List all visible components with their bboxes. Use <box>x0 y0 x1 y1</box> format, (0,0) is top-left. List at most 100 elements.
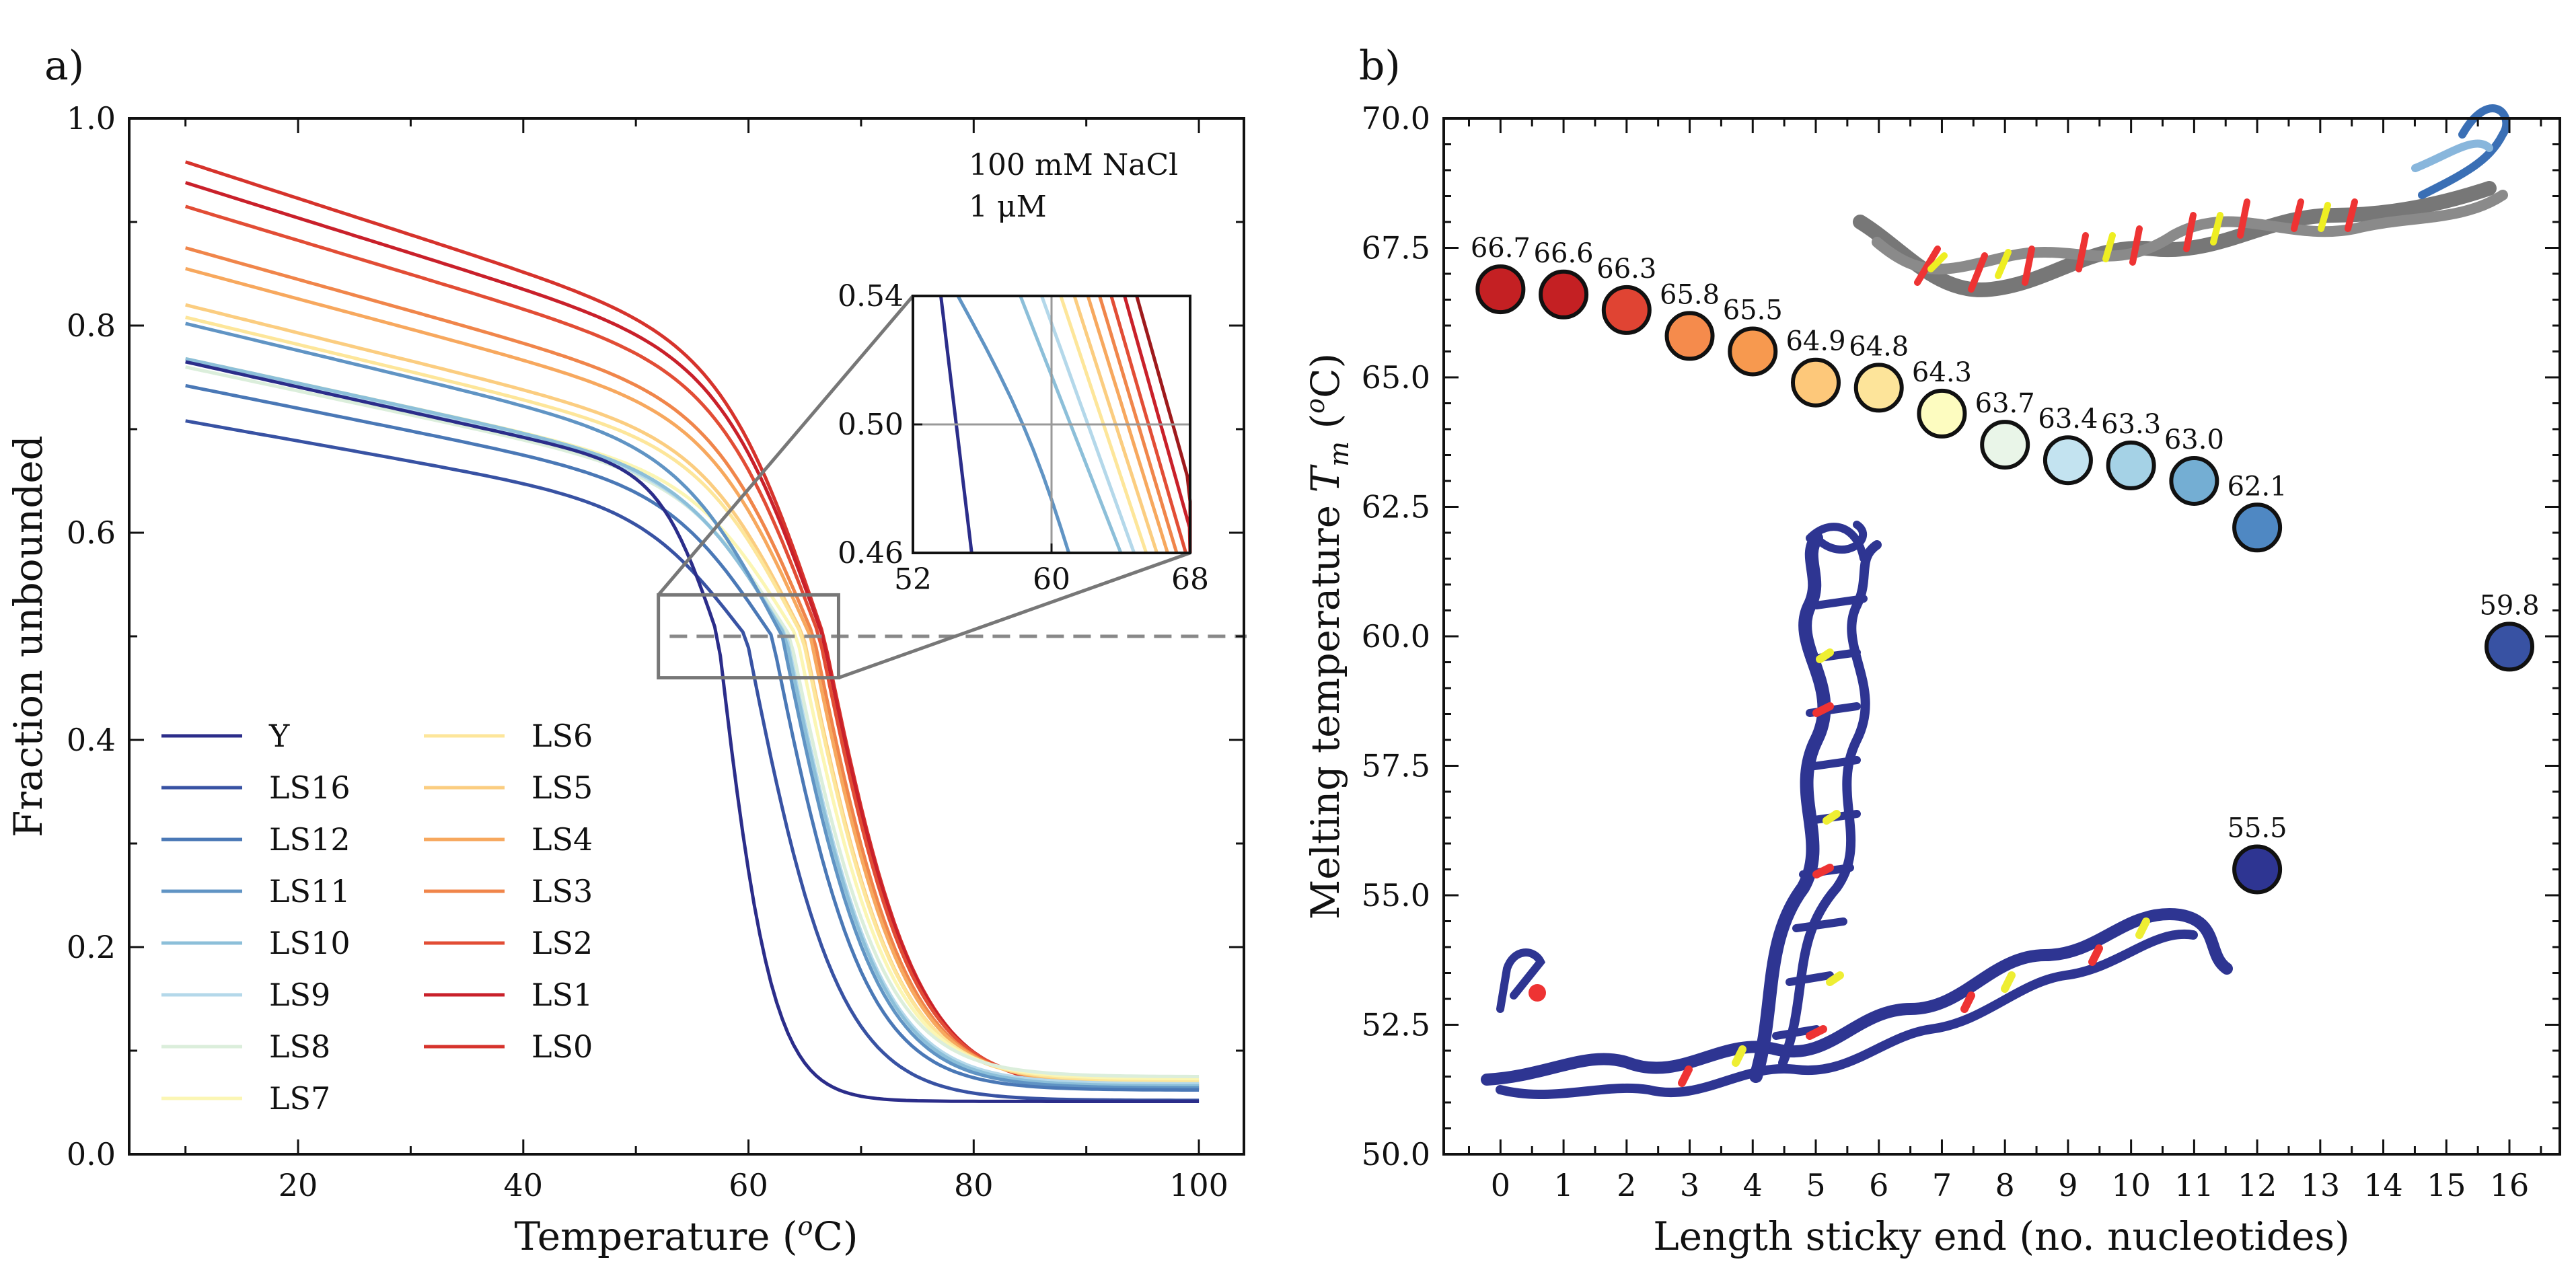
b-xtick-label: 5 <box>1806 1167 1825 1203</box>
data-label: 65.8 <box>1660 279 1720 310</box>
legend-label-ls6: LS6 <box>531 718 593 754</box>
inset-xtick-label: 60 <box>1033 562 1070 597</box>
data-label: 63.7 <box>1975 388 2035 419</box>
data-label: 63.4 <box>2038 404 2098 435</box>
data-point <box>2485 622 2535 672</box>
b-xtick-label: 0 <box>1491 1167 1510 1203</box>
data-point <box>1853 363 1904 413</box>
chart-b-xlabel: Length sticky end (no. nucleotides) <box>1653 1213 2350 1259</box>
b-ytick-label: 55.0 <box>1362 877 1430 913</box>
b-xtick-label: 3 <box>1680 1167 1699 1203</box>
data-label: 64.3 <box>1912 357 1972 388</box>
dna-structure-bottom <box>1481 521 2233 1100</box>
legend-label-ls1: LS1 <box>531 977 593 1013</box>
b-xtick-label: 13 <box>2301 1167 2341 1203</box>
inset: 52 60 68 0.54 0.50 0.46 <box>838 279 1209 597</box>
b-ytick-label: 50.0 <box>1362 1136 1430 1172</box>
b-ytick-label: 60.0 <box>1362 618 1430 654</box>
legend-label-ls9: LS9 <box>269 977 330 1013</box>
legend-label-ls10: LS10 <box>269 925 351 961</box>
legend-label-y: Y <box>268 718 290 754</box>
b-ytick-label: 62.5 <box>1362 489 1430 525</box>
chart-a: 20 40 60 80 100 0.0 0.2 0.4 0.6 0.8 1.0 Temperatur… <box>5 100 1247 1259</box>
data-point <box>1980 420 2030 470</box>
data-label: 65.5 <box>1723 295 1783 326</box>
inset-ytick-label: 0.46 <box>838 536 904 570</box>
legend-label-ls4: LS4 <box>531 821 593 858</box>
series-line-ls16 <box>185 419 1200 1102</box>
chart-a-series-group <box>184 160 1200 1103</box>
data-point <box>1601 285 1652 335</box>
b-xtick-label: 11 <box>2174 1167 2214 1203</box>
b-ytick-label: 67.5 <box>1362 230 1430 266</box>
legend-label-ls5: LS5 <box>531 770 593 806</box>
legend-label-ls11: LS11 <box>269 873 351 909</box>
data-label: 63.0 <box>2164 424 2224 455</box>
b-xtick-label: 14 <box>2363 1167 2403 1203</box>
data-point <box>2232 502 2283 553</box>
b-xtick-label: 4 <box>1743 1167 1763 1203</box>
a-ytick-label: 0.0 <box>67 1136 116 1172</box>
legend-label-ls12: LS12 <box>269 821 351 858</box>
data-point <box>1917 388 1967 439</box>
legend-label-ls8: LS8 <box>269 1028 330 1065</box>
data-label: 63.3 <box>2101 409 2161 440</box>
a-ytick-label: 0.6 <box>67 515 116 551</box>
data-label: 64.9 <box>1786 326 1845 357</box>
chart-a-xlabel: Temperature (oC) <box>515 1211 858 1259</box>
a-xtick-label: 20 <box>279 1167 318 1203</box>
zoom-region-box <box>657 593 840 680</box>
a-xtick-label: 100 <box>1169 1167 1228 1203</box>
b-xtick-label: 16 <box>2490 1167 2530 1203</box>
data-label: 64.8 <box>1849 331 1909 362</box>
b-xtick-label: 1 <box>1553 1167 1573 1203</box>
panel-a-label: a) <box>44 42 84 89</box>
legend-label-ls2: LS2 <box>531 925 593 961</box>
b-ytick-label: 65.0 <box>1362 359 1430 396</box>
data-point <box>2232 844 2283 895</box>
series-line-ls12 <box>185 383 1200 1092</box>
inset-ytick-label: 0.54 <box>838 279 904 313</box>
b-ytick-label: 52.5 <box>1362 1007 1430 1043</box>
b-xtick-label: 7 <box>1932 1167 1952 1203</box>
annotation-concentration: 1 μM <box>969 190 1047 224</box>
data-label: 55.5 <box>2228 813 2287 844</box>
legend-label-ls7: LS7 <box>269 1080 330 1117</box>
legend-label-ls0: LS0 <box>531 1028 593 1065</box>
b-xtick-label: 9 <box>2058 1167 2077 1203</box>
chart-b-ticks: 0 1 2 3 4 5 6 7 8 9 10 11 12 13 14 15 1650.052.555.057.5… <box>1362 100 2560 1203</box>
zoom-connector-bottom <box>838 551 1191 679</box>
b-xtick-label: 15 <box>2427 1167 2466 1203</box>
chart-a-legend: Y LS16 LS12 LS11 LS10 LS9 LS8 LS7 LS6 LS5 LS4 LS3 LS… <box>161 718 593 1117</box>
chart-a-ticks: 20 40 60 80 100 0.0 0.2 0.4 0.6 0.8 1.0 <box>67 100 1244 1203</box>
a-xtick-label: 60 <box>729 1167 768 1203</box>
data-point <box>2106 440 2156 490</box>
data-label: 66.3 <box>1596 254 1656 285</box>
b-xtick-label: 12 <box>2238 1167 2277 1203</box>
data-label: 59.8 <box>2479 590 2539 621</box>
a-xtick-label: 40 <box>504 1167 544 1203</box>
series-line-ls11 <box>185 322 1200 1090</box>
data-point <box>1475 264 1526 315</box>
chart-b: 66.7 66.666.365.865.564.9 64.864.363.763.4… <box>1300 100 2561 1259</box>
a-ytick-label: 0.2 <box>67 929 116 965</box>
chart-b-points: 66.7 66.666.365.865.564.9 64.864.363.763.4… <box>1471 233 2540 895</box>
data-point <box>1664 311 1715 361</box>
annotation: 100 mM NaCl 1 μM <box>969 148 1178 224</box>
a-ytick-label: 1.0 <box>67 100 116 137</box>
dna-structure-top <box>1853 104 2511 297</box>
a-ytick-label: 0.8 <box>67 307 116 344</box>
b-xtick-label: 8 <box>1995 1167 2015 1203</box>
legend-label-ls3: LS3 <box>531 873 593 909</box>
a-xtick-label: 80 <box>954 1167 994 1203</box>
data-point <box>1728 326 1778 377</box>
b-xtick-label: 2 <box>1617 1167 1636 1203</box>
a-ytick-label: 0.4 <box>67 722 116 758</box>
b-xtick-label: 6 <box>1869 1167 1888 1203</box>
inset-ticks: 52 60 68 0.54 0.50 0.46 <box>838 279 1209 597</box>
data-point <box>1791 357 1841 408</box>
data-point <box>1539 269 1589 320</box>
data-label: 66.7 <box>1471 233 1531 264</box>
inset-ytick-label: 0.50 <box>838 408 904 442</box>
